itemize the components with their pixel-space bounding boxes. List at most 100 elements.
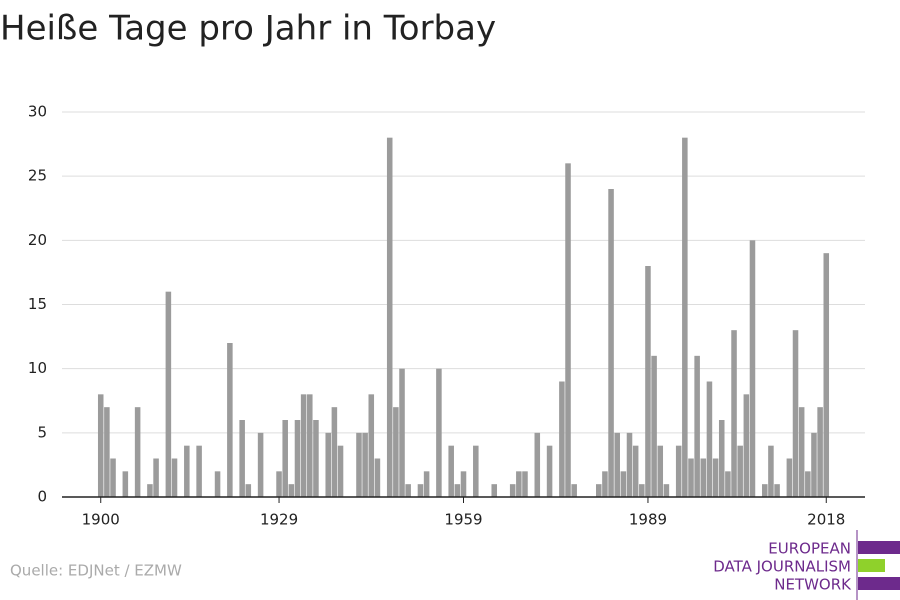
bar — [147, 484, 153, 497]
bar — [768, 445, 774, 497]
bar — [288, 484, 295, 497]
bar — [725, 471, 731, 497]
y-tick-label: 0 — [37, 488, 47, 506]
bar — [134, 407, 141, 497]
y-tick-label: 20 — [28, 231, 47, 249]
bar — [602, 471, 608, 497]
bar — [374, 458, 381, 497]
bar — [534, 432, 541, 497]
bar — [104, 407, 110, 497]
bar — [749, 240, 756, 498]
bar — [294, 420, 301, 497]
bar — [571, 484, 577, 497]
bar — [663, 484, 670, 497]
bar — [522, 471, 528, 497]
bar — [337, 445, 344, 497]
bar — [774, 484, 780, 497]
bar — [300, 394, 307, 497]
bar — [657, 445, 664, 497]
bar — [731, 330, 737, 497]
bar — [596, 484, 602, 497]
bar — [823, 253, 830, 497]
bar — [184, 445, 190, 497]
bar — [368, 394, 375, 497]
bar — [546, 445, 553, 497]
bar — [626, 432, 633, 497]
bar — [448, 445, 454, 497]
bar — [811, 432, 817, 497]
bar — [165, 291, 172, 497]
bar — [214, 471, 221, 497]
bar — [565, 163, 571, 498]
bar — [325, 432, 331, 497]
logo-text: EUROPEAN — [768, 540, 851, 558]
x-tick-label: 2018 — [807, 511, 845, 529]
bar — [792, 330, 799, 497]
bar — [620, 471, 627, 497]
logo-bar — [858, 577, 900, 590]
bar — [436, 368, 442, 497]
bar — [196, 445, 202, 497]
bar — [805, 471, 811, 497]
bar — [737, 445, 743, 497]
bar — [122, 471, 129, 497]
source: Quelle: EDJNet / EZMW — [10, 562, 182, 580]
logo-bar — [858, 559, 885, 572]
bar — [423, 471, 430, 497]
bar — [473, 445, 479, 497]
logo-text: NETWORK — [774, 576, 852, 594]
bar — [817, 407, 823, 497]
bar — [227, 343, 233, 497]
bar — [608, 189, 614, 497]
bar — [110, 458, 116, 497]
bar — [460, 471, 467, 497]
bar — [688, 458, 694, 497]
bar — [405, 484, 411, 497]
bar — [614, 432, 620, 497]
bar — [706, 381, 713, 497]
x-tick-label: 1959 — [444, 511, 482, 529]
logo-bar — [858, 541, 900, 554]
bar — [682, 137, 688, 497]
bar — [798, 407, 805, 497]
bar — [454, 484, 461, 497]
bar — [362, 432, 368, 497]
bar — [639, 484, 645, 497]
bar — [313, 420, 319, 497]
bar — [712, 458, 719, 497]
bar — [399, 368, 405, 497]
bar — [718, 420, 725, 497]
bar — [762, 484, 768, 497]
bar — [153, 458, 159, 497]
bar — [694, 355, 700, 497]
bar — [257, 432, 264, 497]
y-tick-label: 30 — [28, 103, 47, 121]
bar — [356, 432, 362, 497]
bar — [245, 484, 252, 497]
bar — [417, 484, 424, 497]
y-tick-label: 5 — [37, 423, 47, 441]
bar — [645, 266, 651, 497]
bar — [282, 420, 288, 497]
logo: EUROPEAN DATA JOURNALISM NETWORK — [713, 530, 900, 600]
bar — [786, 458, 793, 497]
bar — [276, 471, 282, 497]
bar — [393, 407, 399, 497]
x-tick-label: 1989 — [629, 511, 667, 529]
x-tick-label: 1900 — [82, 511, 120, 529]
bar — [386, 137, 393, 497]
logo-text: DATA JOURNALISM — [713, 558, 851, 576]
x-tick-label: 1929 — [260, 511, 298, 529]
bar — [331, 407, 338, 497]
y-tick-label: 25 — [28, 167, 47, 185]
bar — [632, 445, 639, 497]
bar — [509, 484, 516, 497]
bar — [491, 484, 498, 497]
y-tick-label: 15 — [28, 295, 47, 313]
bar — [651, 355, 657, 497]
bar — [97, 394, 104, 497]
bar — [516, 471, 522, 497]
bar — [307, 394, 313, 497]
bar — [700, 458, 707, 497]
